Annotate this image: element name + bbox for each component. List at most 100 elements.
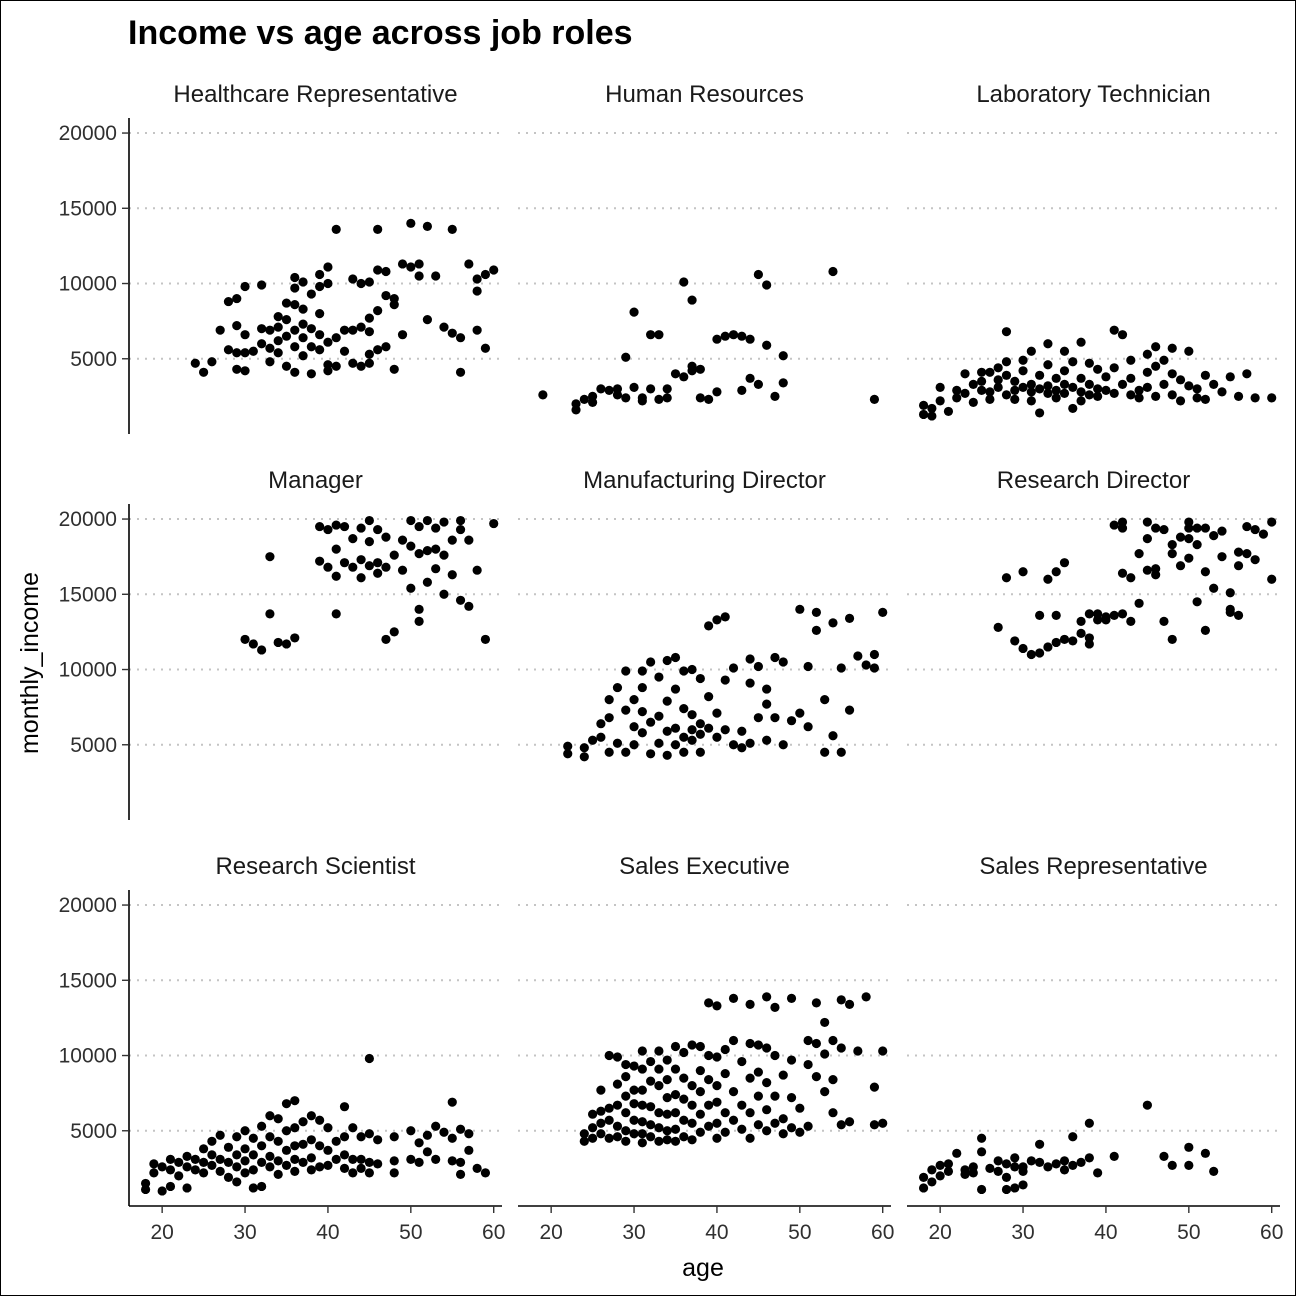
data-point <box>1184 534 1194 544</box>
data-point <box>1200 394 1210 404</box>
data-point <box>621 747 631 757</box>
data-point <box>629 740 639 750</box>
data-point <box>373 524 383 535</box>
data-point <box>927 411 937 421</box>
data-point <box>323 1160 333 1170</box>
x-tick-label: 40 <box>1094 1221 1117 1244</box>
data-point <box>422 315 432 325</box>
data-point <box>1035 370 1045 380</box>
data-point <box>1109 1151 1119 1161</box>
data-point <box>778 657 788 667</box>
x-tick-label: 30 <box>1011 1221 1034 1244</box>
data-point <box>1043 1162 1053 1172</box>
data-point <box>1093 609 1103 619</box>
data-point <box>232 321 242 331</box>
y-tick-label: 5000 <box>70 734 117 757</box>
x-tick-label: 50 <box>399 1221 422 1244</box>
y-tick-label: 10000 <box>59 659 117 682</box>
data-point <box>621 1108 631 1118</box>
data-point <box>248 346 258 356</box>
data-point <box>745 1073 755 1083</box>
data-point <box>654 394 664 404</box>
data-point <box>662 384 672 394</box>
data-point <box>1134 549 1144 559</box>
data-point <box>199 1157 209 1167</box>
data-point <box>480 269 491 280</box>
data-point <box>621 666 631 676</box>
data-point <box>670 1108 681 1118</box>
data-point <box>1151 523 1161 533</box>
data-point <box>431 544 441 554</box>
data-point <box>1192 393 1202 403</box>
x-tick-label: 60 <box>1260 1221 1283 1244</box>
data-point <box>273 322 283 332</box>
data-point <box>1084 639 1094 649</box>
data-point <box>1101 372 1111 382</box>
data-point <box>654 672 664 682</box>
data-point <box>646 717 656 727</box>
data-point <box>207 357 217 367</box>
data-point <box>1142 367 1152 377</box>
x-tick-label: 50 <box>1177 1221 1200 1244</box>
data-point <box>952 1148 962 1158</box>
data-point <box>646 330 656 340</box>
data-point <box>232 1177 242 1187</box>
data-point <box>1184 1160 1194 1170</box>
data-point <box>728 330 739 340</box>
data-point <box>1001 370 1012 380</box>
data-point <box>629 382 639 392</box>
data-point <box>993 1166 1003 1176</box>
data-point <box>1267 517 1277 527</box>
data-point <box>265 1111 275 1121</box>
data-point <box>1001 327 1012 337</box>
data-point <box>240 1156 250 1166</box>
data-point <box>339 558 350 568</box>
facet-strip-label: Manager <box>268 467 363 494</box>
data-point <box>737 385 747 395</box>
data-point <box>315 556 325 566</box>
data-point <box>786 1055 797 1065</box>
data-point <box>1035 1157 1045 1167</box>
data-point <box>637 1138 647 1148</box>
data-point <box>1184 381 1194 391</box>
data-point <box>323 278 333 289</box>
data-point <box>1001 1159 1012 1169</box>
data-point <box>679 666 689 676</box>
data-point <box>306 1153 316 1163</box>
data-point <box>1001 357 1012 367</box>
data-point <box>331 544 341 554</box>
data-point <box>629 722 639 732</box>
data-point <box>662 1126 672 1136</box>
data-point <box>290 272 300 283</box>
data-point <box>323 524 333 535</box>
data-point <box>281 639 292 649</box>
data-point <box>795 604 805 614</box>
data-point <box>820 1017 830 1028</box>
data-point <box>637 1085 647 1095</box>
data-point <box>1200 625 1210 636</box>
y-tick-label: 20000 <box>59 894 117 917</box>
data-point <box>977 1184 987 1195</box>
data-point <box>753 713 763 723</box>
data-point <box>1233 561 1244 571</box>
data-point <box>290 1141 300 1151</box>
data-point <box>281 1126 292 1136</box>
data-point <box>1051 373 1061 383</box>
data-point <box>223 345 234 355</box>
data-point <box>820 695 830 705</box>
data-point <box>662 1055 672 1065</box>
data-point <box>579 752 589 762</box>
data-point <box>414 1157 424 1167</box>
data-point <box>1076 1157 1086 1167</box>
data-point <box>1051 610 1061 620</box>
data-point <box>943 1166 954 1176</box>
data-point <box>290 1166 300 1176</box>
facet-strip-label: Research Director <box>997 467 1190 494</box>
data-point <box>447 1156 457 1166</box>
data-point <box>629 1085 639 1095</box>
data-point <box>637 1064 647 1074</box>
data-point <box>414 271 424 281</box>
data-point <box>1184 346 1194 356</box>
data-point <box>853 651 863 661</box>
data-point <box>762 684 772 694</box>
